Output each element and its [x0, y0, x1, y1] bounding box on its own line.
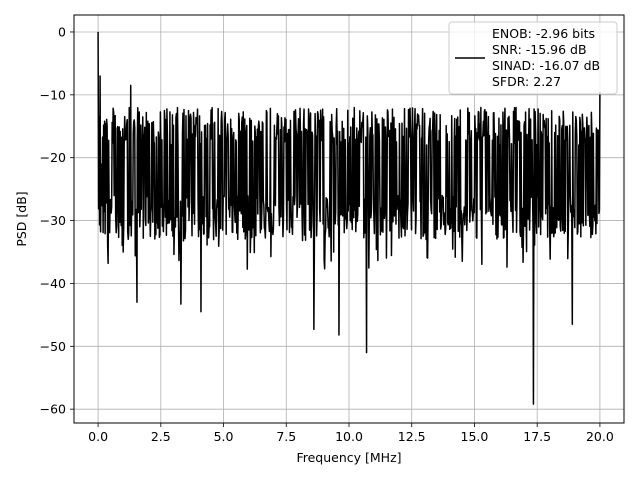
x-tick-label: 15.0 — [461, 429, 489, 444]
y-axis-label: PSD [dB] — [14, 191, 29, 246]
x-axis-label: Frequency [MHz] — [296, 450, 401, 465]
legend-box — [448, 21, 618, 95]
x-tick-label: 20.0 — [586, 429, 614, 444]
y-tick-label: −40 — [40, 276, 66, 291]
psd-line — [97, 31, 601, 405]
legend: ENOB: -2.96 bits SNR: -15.96 dB SINAD: -… — [448, 21, 618, 95]
x-tick-label: 12.5 — [398, 429, 426, 444]
y-tick-label: −10 — [40, 87, 66, 102]
x-tick-label: 10.0 — [335, 429, 363, 444]
legend-entry-sinad: SINAD: -16.07 dB — [492, 58, 600, 73]
y-tick-label: −30 — [40, 213, 66, 228]
x-tick-label: 17.5 — [523, 429, 551, 444]
y-tick-label: −60 — [40, 402, 66, 417]
x-tick-label: 2.5 — [151, 429, 171, 444]
psd-series — [97, 31, 601, 405]
legend-entry-enob: ENOB: -2.96 bits — [492, 26, 595, 41]
y-tick-label: −50 — [40, 339, 66, 354]
legend-entry-sfdr: SFDR: 2.27 — [492, 74, 561, 89]
x-axis: 0.0 2.5 5.0 7.5 10.0 12.5 15.0 17.5 20.0 — [88, 423, 614, 444]
y-tick-label: 0 — [58, 24, 66, 39]
y-tick-label: −20 — [40, 150, 66, 165]
legend-entry-snr: SNR: -15.96 dB — [492, 42, 587, 57]
x-tick-label: 7.5 — [276, 429, 296, 444]
y-axis: 0 −10 −20 −30 −40 −50 −60 — [40, 24, 74, 417]
x-tick-label: 5.0 — [214, 429, 234, 444]
x-tick-label: 0.0 — [88, 429, 108, 444]
